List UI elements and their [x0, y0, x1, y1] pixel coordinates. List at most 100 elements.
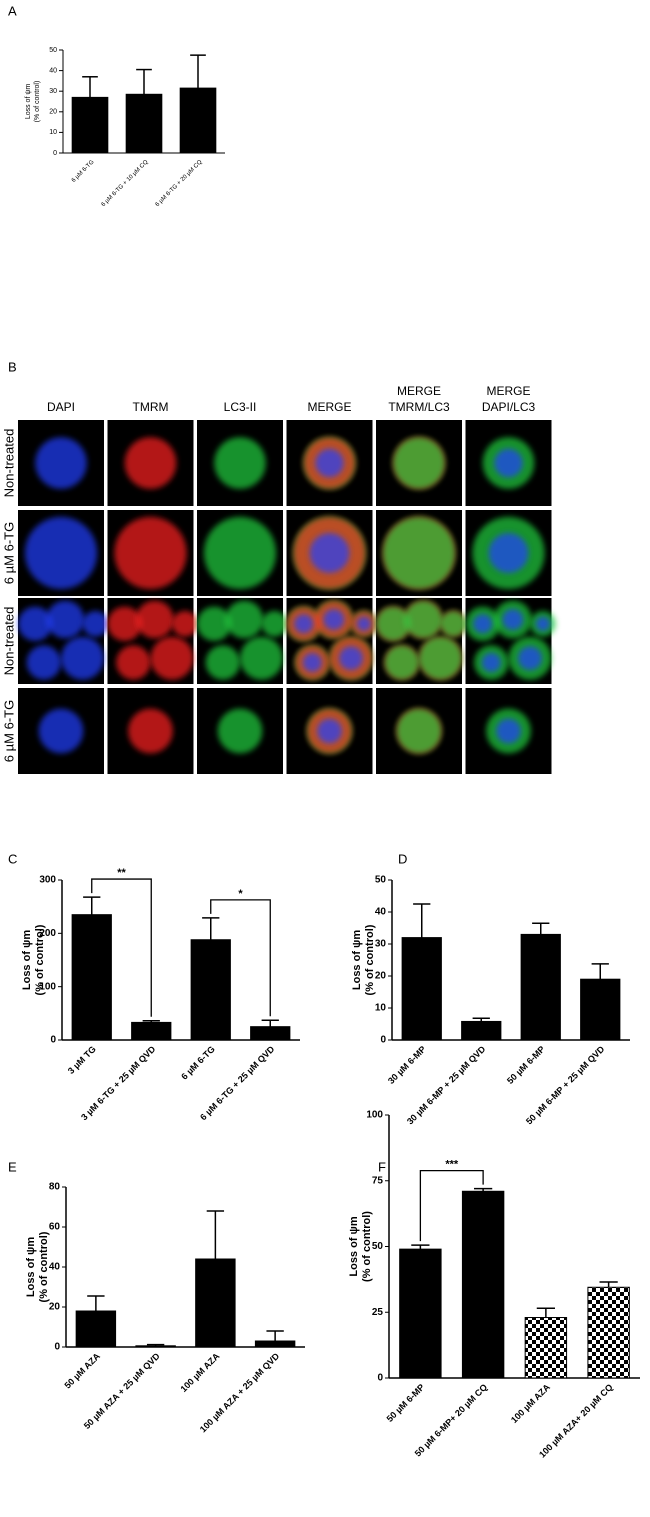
bar	[399, 1248, 442, 1379]
bar	[71, 914, 112, 1041]
significance-label: **	[117, 867, 126, 879]
error-bar	[87, 1295, 105, 1311]
x-tick-label: 50 µM 6-MP	[505, 1044, 547, 1086]
y-tick-label: 300	[39, 875, 56, 886]
cell-stain	[323, 609, 345, 630]
x-tick-label: 50 µM 6-MP	[385, 1382, 427, 1424]
x-tick-label: 6 µM 6-TG + 20 µM CQ	[155, 159, 204, 208]
y-axis-title: Loss of ψm	[25, 1237, 37, 1297]
cell-stain	[24, 516, 98, 590]
cell-stain	[150, 636, 194, 680]
y-tick-label: 20	[49, 1302, 61, 1313]
cell-stain	[315, 448, 344, 478]
x-tick-label: 100 µM AZA	[509, 1382, 552, 1425]
error-bar	[261, 1019, 279, 1027]
significance-bracket	[91, 878, 152, 1017]
y-tick-label: 20	[375, 971, 387, 982]
cell-stain	[107, 606, 142, 641]
cell-stain	[309, 533, 350, 573]
y-axis-title: Loss of ψm	[351, 930, 363, 990]
y-tick-label: 0	[377, 1373, 383, 1384]
y-tick-label: 0	[54, 1342, 60, 1353]
panel-label: E	[8, 1159, 17, 1174]
column-header: MERGE	[307, 400, 351, 414]
error-bar	[411, 1244, 430, 1250]
error-bar	[472, 1017, 490, 1022]
x-tick-label: 50 µM 6-MP+ 20 µM CQ	[413, 1382, 489, 1458]
bar	[461, 1020, 502, 1041]
x-tick-label: 3 µM TG	[66, 1044, 98, 1076]
bar	[587, 1286, 630, 1379]
cell-stain	[26, 645, 61, 680]
column-header: MERGE	[397, 384, 441, 398]
y-tick-label: 0	[53, 150, 57, 157]
y-tick-label: 30	[375, 939, 387, 950]
cell-stain	[382, 516, 456, 590]
cell-stain	[240, 636, 283, 680]
bar	[131, 1021, 172, 1041]
cell-stain	[124, 437, 177, 489]
y-axis-title: (% of control)	[361, 1211, 373, 1282]
y-tick-label: 50	[375, 875, 387, 886]
bar	[75, 1310, 117, 1348]
error-bar	[413, 903, 431, 938]
bar	[520, 933, 561, 1041]
y-tick-label: 40	[375, 907, 387, 918]
cell-stain	[339, 646, 363, 671]
bar	[135, 1345, 176, 1348]
bar	[580, 978, 621, 1041]
cell-stain	[116, 645, 151, 680]
cell-stain	[217, 708, 263, 754]
error-bar	[146, 1343, 165, 1346]
cell-stain	[214, 437, 266, 489]
x-tick-label: 100 µM AZA+ 20 µM CQ	[537, 1382, 615, 1460]
error-bar	[136, 68, 152, 95]
cell-stain	[128, 708, 173, 754]
y-tick-label: 200	[39, 928, 56, 939]
bar	[524, 1317, 568, 1379]
cell-stain	[496, 718, 521, 744]
cell-stain	[261, 610, 288, 637]
cell-stain	[440, 610, 467, 637]
y-tick-label: 100	[366, 1110, 383, 1121]
error-bar	[532, 922, 550, 935]
row-label: 6 µM 6-TG	[1, 522, 16, 584]
cell-stain	[356, 616, 371, 631]
y-axis-title: Loss of ψm	[348, 1216, 360, 1276]
cell-stain	[225, 600, 264, 639]
cell-stain	[488, 533, 529, 573]
column-header: LC3-II	[224, 400, 257, 414]
error-bar	[142, 1020, 160, 1023]
x-tick-label: 50 µM AZA	[62, 1351, 102, 1391]
y-axis-title: (% of control)	[364, 924, 376, 995]
bar	[125, 93, 163, 154]
error-bar	[83, 896, 101, 915]
y-axis-title: Loss of ψm	[21, 930, 33, 990]
cell-stain	[384, 645, 419, 680]
x-tick-label: 6 µM 6-TG	[71, 159, 96, 184]
error-bar	[591, 963, 609, 980]
row-label: 6 µM 6-TG	[1, 700, 16, 762]
cell-stain	[393, 437, 445, 489]
cell-stain	[473, 614, 493, 634]
panel-label: F	[378, 1159, 386, 1174]
x-tick-label: 6 µM 6-TG	[179, 1044, 217, 1082]
cell-stain	[82, 610, 109, 637]
cell-stain	[419, 636, 462, 680]
bar	[190, 939, 231, 1041]
y-tick-label: 75	[372, 1175, 384, 1186]
bar	[401, 937, 442, 1041]
cell-stain	[38, 708, 84, 754]
column-header: MERGE	[486, 384, 530, 398]
bar	[179, 87, 217, 154]
cell-stain	[135, 600, 174, 639]
y-axis-title: (% of control)	[34, 81, 41, 123]
cell-stain	[172, 610, 198, 637]
row-label: Non-treated	[1, 607, 16, 676]
y-tick-label: 80	[49, 1182, 61, 1193]
y-axis-title: (% of control)	[34, 924, 46, 995]
cell-stain	[205, 645, 240, 680]
cell-stain	[396, 708, 442, 754]
cell-stain	[46, 600, 85, 639]
x-tick-label: 100 µM AZA	[178, 1351, 221, 1394]
